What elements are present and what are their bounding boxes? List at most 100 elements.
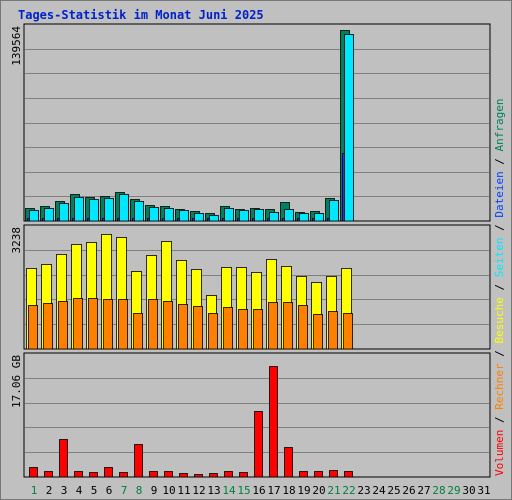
bar-seiten xyxy=(29,210,39,222)
bar-volumen xyxy=(254,411,263,478)
day-label: 4 xyxy=(76,484,83,497)
legend-separator: / xyxy=(493,218,506,238)
bar-volumen xyxy=(89,472,98,478)
bar-volumen xyxy=(284,447,293,478)
bar-rechner xyxy=(193,306,203,350)
day-label: 6 xyxy=(106,484,113,497)
bar-rechner xyxy=(118,299,128,350)
bar-rechner xyxy=(178,304,188,350)
legend-separator: / xyxy=(493,277,506,297)
bar-volumen xyxy=(119,472,128,478)
day-label: 9 xyxy=(151,484,158,497)
panel-hits-bars xyxy=(25,30,354,222)
bar-volumen xyxy=(314,471,323,478)
bar-volumen xyxy=(344,471,353,478)
day-label: 19 xyxy=(297,484,310,497)
bar-rechner xyxy=(58,301,68,350)
day-label: 24 xyxy=(372,484,386,497)
bar-rechner xyxy=(28,305,38,350)
bar-volumen xyxy=(194,474,203,478)
panel-visits-bars xyxy=(26,234,353,350)
bar-rechner xyxy=(88,298,98,350)
day-label: 21 xyxy=(327,484,340,497)
bar-seiten xyxy=(299,213,309,222)
panel-volume-bars xyxy=(29,366,353,478)
bar-rechner xyxy=(148,299,158,350)
bar-volumen xyxy=(239,472,248,478)
bar-seiten xyxy=(164,208,174,222)
day-label: 11 xyxy=(177,484,190,497)
day-label: 13 xyxy=(207,484,220,497)
bar-volumen xyxy=(29,467,38,478)
bar-rechner xyxy=(313,314,323,350)
bar-volumen xyxy=(74,471,83,478)
panel-visits: 3238 xyxy=(10,224,491,350)
day-label: 2 xyxy=(46,484,53,497)
bar-rechner xyxy=(133,313,143,350)
legend-separator: / xyxy=(493,151,506,171)
bar-volumen xyxy=(329,470,338,478)
bar-seiten xyxy=(119,194,129,222)
legend-item-rechner: Rechner xyxy=(493,363,506,410)
day-label: 28 xyxy=(432,484,445,497)
bar-rechner xyxy=(328,311,338,350)
bar-rechner xyxy=(298,305,308,350)
day-label: 23 xyxy=(357,484,370,497)
bar-volumen xyxy=(134,444,143,478)
bar-volumen xyxy=(59,439,68,478)
bar-seiten xyxy=(194,213,204,222)
day-label: 22 xyxy=(342,484,355,497)
day-label: 31 xyxy=(477,484,490,497)
bar-seiten xyxy=(344,34,354,222)
day-label: 8 xyxy=(136,484,143,497)
bar-seiten xyxy=(284,209,294,222)
panel-hits-grid xyxy=(25,49,489,197)
bar-volumen xyxy=(104,467,113,478)
bar-volumen xyxy=(299,471,308,478)
bar-seiten xyxy=(329,200,339,222)
bar-rechner xyxy=(103,299,113,350)
day-label: 5 xyxy=(91,484,98,497)
bar-volumen xyxy=(209,473,218,478)
bar-rechner xyxy=(343,313,353,350)
day-label: 25 xyxy=(387,484,400,497)
legend-item-anfragen: Anfragen xyxy=(493,98,506,151)
bar-volumen xyxy=(164,471,173,478)
legend-item-dateien: Dateien xyxy=(493,171,506,217)
bar-rechner xyxy=(208,313,218,350)
day-label: 26 xyxy=(402,484,415,497)
bar-seiten xyxy=(314,213,324,222)
panel-volume-ymax-label: 17.06 GB xyxy=(10,355,23,408)
day-label: 17 xyxy=(267,484,280,497)
day-label: 30 xyxy=(462,484,475,497)
bar-rechner xyxy=(253,309,263,350)
bar-volumen xyxy=(224,471,233,478)
bar-volumen xyxy=(149,471,158,478)
bar-seiten xyxy=(254,209,264,222)
panel-visits-ymax-label: 3238 xyxy=(10,227,23,254)
bar-volumen xyxy=(269,366,278,478)
day-label: 27 xyxy=(417,484,430,497)
panel-hits-ymax-label: 139564 xyxy=(10,26,23,66)
bar-seiten xyxy=(89,199,99,222)
day-label: 15 xyxy=(237,484,250,497)
bar-seiten xyxy=(104,198,114,222)
bar-seiten xyxy=(59,203,69,222)
legend-item-besuche: Besuche xyxy=(493,297,506,343)
bar-seiten xyxy=(179,210,189,222)
day-label: 18 xyxy=(282,484,295,497)
bar-rechner xyxy=(223,307,233,350)
bar-seiten xyxy=(74,197,84,222)
bar-rechner xyxy=(73,298,83,350)
bar-rechner xyxy=(283,302,293,350)
day-label: 1 xyxy=(31,484,38,497)
bar-rechner xyxy=(43,303,53,350)
day-label: 29 xyxy=(447,484,460,497)
chart-title: Tages-Statistik im Monat Juni 2025 xyxy=(18,8,264,22)
legend-separator: / xyxy=(493,410,506,430)
day-label: 7 xyxy=(121,484,128,497)
bar-seiten xyxy=(224,208,234,222)
bar-volumen xyxy=(44,471,53,478)
bar-seiten xyxy=(44,208,54,222)
day-label: 3 xyxy=(61,484,68,497)
